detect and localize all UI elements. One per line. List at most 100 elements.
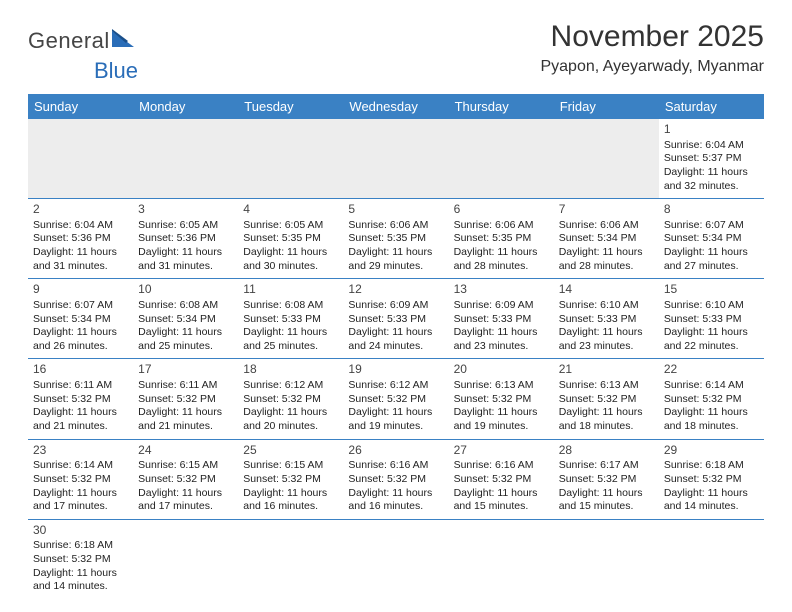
sunrise-text: Sunrise: 6:05 AM	[138, 219, 233, 233]
sunrise-text: Sunrise: 6:14 AM	[33, 459, 128, 473]
sunset-text: Sunset: 5:32 PM	[138, 393, 233, 407]
sunset-text: Sunset: 5:32 PM	[33, 393, 128, 407]
sunset-text: Sunset: 5:35 PM	[454, 232, 549, 246]
sunset-text: Sunset: 5:33 PM	[348, 313, 443, 327]
sunrise-text: Sunrise: 6:09 AM	[454, 299, 549, 313]
calendar-day-cell	[554, 119, 659, 199]
calendar-day-cell: 30Sunrise: 6:18 AMSunset: 5:32 PMDayligh…	[28, 519, 133, 599]
sunset-text: Sunset: 5:32 PM	[348, 473, 443, 487]
daylight-text: Daylight: 11 hours and 23 minutes.	[559, 326, 654, 353]
daylight-text: Daylight: 11 hours and 28 minutes.	[454, 246, 549, 273]
sunset-text: Sunset: 5:32 PM	[348, 393, 443, 407]
calendar-day-cell: 10Sunrise: 6:08 AMSunset: 5:34 PMDayligh…	[133, 279, 238, 359]
calendar-day-cell: 19Sunrise: 6:12 AMSunset: 5:32 PMDayligh…	[343, 359, 448, 439]
sunset-text: Sunset: 5:32 PM	[33, 553, 128, 567]
calendar-day-cell	[449, 519, 554, 599]
day-number: 18	[243, 362, 338, 378]
calendar-day-cell: 23Sunrise: 6:14 AMSunset: 5:32 PMDayligh…	[28, 439, 133, 519]
calendar-table: Sunday Monday Tuesday Wednesday Thursday…	[28, 94, 764, 599]
sunrise-text: Sunrise: 6:13 AM	[559, 379, 654, 393]
day-number: 15	[664, 282, 759, 298]
calendar-day-cell: 13Sunrise: 6:09 AMSunset: 5:33 PMDayligh…	[449, 279, 554, 359]
sunrise-text: Sunrise: 6:07 AM	[664, 219, 759, 233]
daylight-text: Daylight: 11 hours and 14 minutes.	[664, 487, 759, 514]
sunrise-text: Sunrise: 6:10 AM	[664, 299, 759, 313]
calendar-day-cell: 11Sunrise: 6:08 AMSunset: 5:33 PMDayligh…	[238, 279, 343, 359]
logo-text-blue: Blue	[94, 58, 138, 83]
day-number: 27	[454, 443, 549, 459]
sunset-text: Sunset: 5:35 PM	[243, 232, 338, 246]
calendar-day-cell: 29Sunrise: 6:18 AMSunset: 5:32 PMDayligh…	[659, 439, 764, 519]
calendar-day-cell	[238, 119, 343, 199]
day-number: 2	[33, 202, 128, 218]
sunset-text: Sunset: 5:32 PM	[454, 473, 549, 487]
sunset-text: Sunset: 5:32 PM	[559, 473, 654, 487]
day-number: 30	[33, 523, 128, 539]
calendar-day-cell	[28, 119, 133, 199]
sunset-text: Sunset: 5:34 PM	[138, 313, 233, 327]
sunrise-text: Sunrise: 6:06 AM	[559, 219, 654, 233]
calendar-day-cell: 18Sunrise: 6:12 AMSunset: 5:32 PMDayligh…	[238, 359, 343, 439]
sunset-text: Sunset: 5:32 PM	[243, 393, 338, 407]
calendar-day-cell: 7Sunrise: 6:06 AMSunset: 5:34 PMDaylight…	[554, 199, 659, 279]
day-number: 20	[454, 362, 549, 378]
sunrise-text: Sunrise: 6:18 AM	[664, 459, 759, 473]
day-number: 29	[664, 443, 759, 459]
calendar-day-cell	[343, 519, 448, 599]
sunrise-text: Sunrise: 6:14 AM	[664, 379, 759, 393]
weekday-header: Sunday	[28, 94, 133, 119]
daylight-text: Daylight: 11 hours and 31 minutes.	[138, 246, 233, 273]
daylight-text: Daylight: 11 hours and 27 minutes.	[664, 246, 759, 273]
calendar-day-cell: 27Sunrise: 6:16 AMSunset: 5:32 PMDayligh…	[449, 439, 554, 519]
sunset-text: Sunset: 5:32 PM	[454, 393, 549, 407]
day-number: 11	[243, 282, 338, 298]
calendar-day-cell: 3Sunrise: 6:05 AMSunset: 5:36 PMDaylight…	[133, 199, 238, 279]
daylight-text: Daylight: 11 hours and 22 minutes.	[664, 326, 759, 353]
weekday-header-row: Sunday Monday Tuesday Wednesday Thursday…	[28, 94, 764, 119]
day-number: 24	[138, 443, 233, 459]
sunset-text: Sunset: 5:32 PM	[243, 473, 338, 487]
sunrise-text: Sunrise: 6:07 AM	[33, 299, 128, 313]
weekday-header: Tuesday	[238, 94, 343, 119]
sunset-text: Sunset: 5:36 PM	[138, 232, 233, 246]
day-number: 1	[664, 122, 759, 138]
sunrise-text: Sunrise: 6:16 AM	[348, 459, 443, 473]
sunset-text: Sunset: 5:32 PM	[33, 473, 128, 487]
weekday-header: Friday	[554, 94, 659, 119]
calendar-day-cell: 5Sunrise: 6:06 AMSunset: 5:35 PMDaylight…	[343, 199, 448, 279]
daylight-text: Daylight: 11 hours and 17 minutes.	[138, 487, 233, 514]
calendar-week-row: 23Sunrise: 6:14 AMSunset: 5:32 PMDayligh…	[28, 439, 764, 519]
calendar-day-cell	[343, 119, 448, 199]
weekday-header: Monday	[133, 94, 238, 119]
daylight-text: Daylight: 11 hours and 16 minutes.	[348, 487, 443, 514]
day-number: 10	[138, 282, 233, 298]
calendar-day-cell: 15Sunrise: 6:10 AMSunset: 5:33 PMDayligh…	[659, 279, 764, 359]
sunrise-text: Sunrise: 6:15 AM	[138, 459, 233, 473]
calendar-day-cell: 25Sunrise: 6:15 AMSunset: 5:32 PMDayligh…	[238, 439, 343, 519]
sunset-text: Sunset: 5:37 PM	[664, 152, 759, 166]
sunset-text: Sunset: 5:36 PM	[33, 232, 128, 246]
logo-flag-icon	[112, 29, 138, 49]
calendar-day-cell: 14Sunrise: 6:10 AMSunset: 5:33 PMDayligh…	[554, 279, 659, 359]
calendar-day-cell	[238, 519, 343, 599]
day-number: 7	[559, 202, 654, 218]
calendar-day-cell: 6Sunrise: 6:06 AMSunset: 5:35 PMDaylight…	[449, 199, 554, 279]
day-number: 3	[138, 202, 233, 218]
calendar-day-cell	[659, 519, 764, 599]
sunrise-text: Sunrise: 6:08 AM	[243, 299, 338, 313]
calendar-day-cell: 21Sunrise: 6:13 AMSunset: 5:32 PMDayligh…	[554, 359, 659, 439]
day-number: 17	[138, 362, 233, 378]
sunset-text: Sunset: 5:34 PM	[664, 232, 759, 246]
day-number: 5	[348, 202, 443, 218]
calendar-day-cell: 9Sunrise: 6:07 AMSunset: 5:34 PMDaylight…	[28, 279, 133, 359]
sunrise-text: Sunrise: 6:13 AM	[454, 379, 549, 393]
sunrise-text: Sunrise: 6:06 AM	[348, 219, 443, 233]
day-number: 14	[559, 282, 654, 298]
daylight-text: Daylight: 11 hours and 20 minutes.	[243, 406, 338, 433]
calendar-week-row: 2Sunrise: 6:04 AMSunset: 5:36 PMDaylight…	[28, 199, 764, 279]
daylight-text: Daylight: 11 hours and 21 minutes.	[138, 406, 233, 433]
calendar-day-cell: 2Sunrise: 6:04 AMSunset: 5:36 PMDaylight…	[28, 199, 133, 279]
calendar-day-cell: 1Sunrise: 6:04 AMSunset: 5:37 PMDaylight…	[659, 119, 764, 199]
daylight-text: Daylight: 11 hours and 17 minutes.	[33, 487, 128, 514]
day-number: 22	[664, 362, 759, 378]
